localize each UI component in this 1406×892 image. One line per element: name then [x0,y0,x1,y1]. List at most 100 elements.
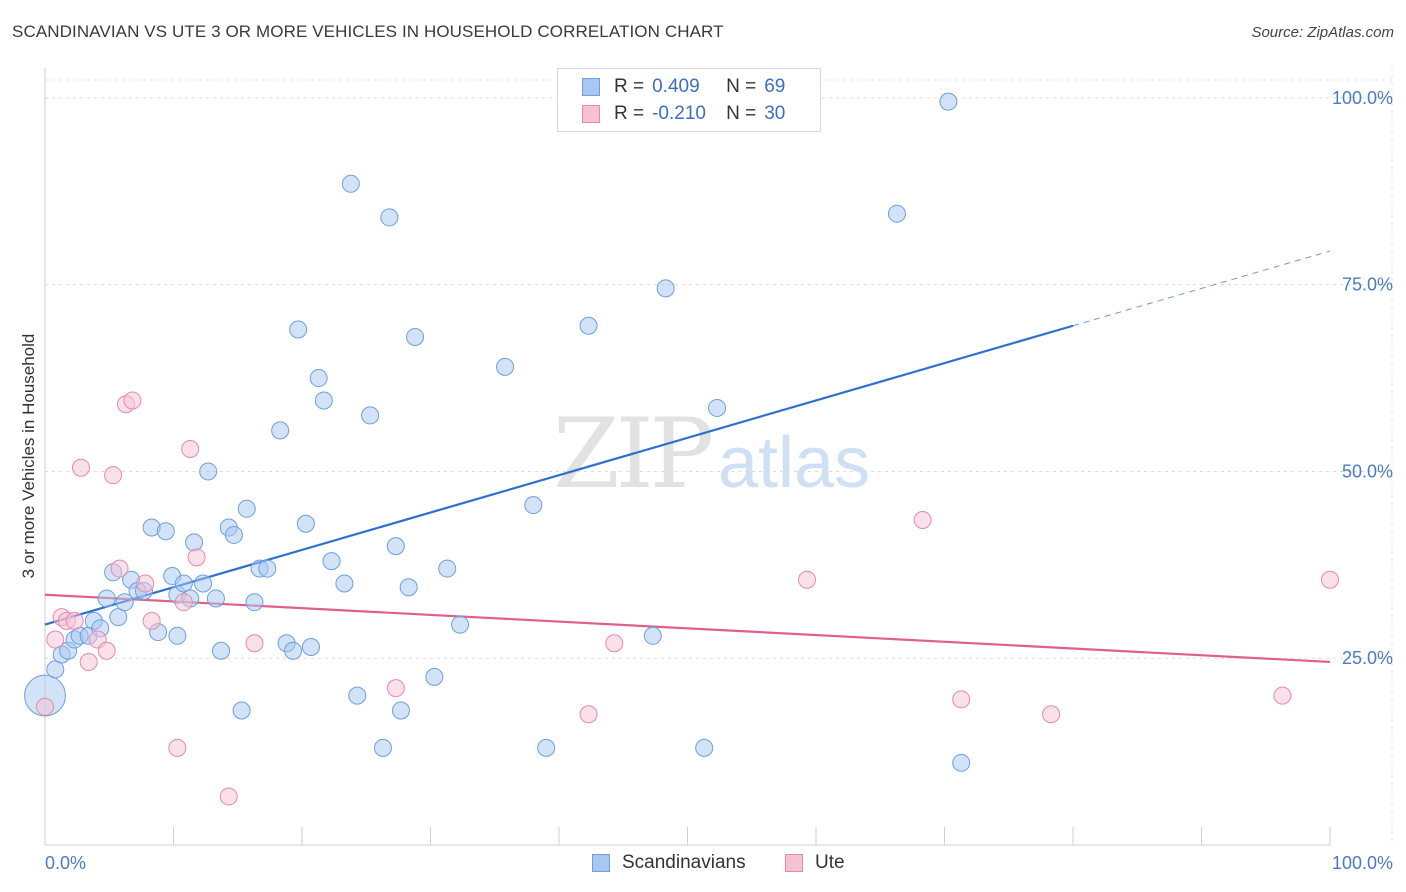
data-point [386,679,405,698]
watermark-atlas: atlas [718,423,871,503]
data-point [451,615,470,634]
legend-swatch-ute [582,105,600,123]
trend-line [44,324,1074,626]
legend-n-value: 69 [764,76,786,97]
data-point [798,570,817,589]
data-point [605,634,624,653]
legend-item-scandinavians: Scandinavians [592,852,746,874]
data-point [174,574,193,593]
data-point [496,357,515,376]
chart-title: SCANDINAVIAN VS UTE 3 OR MORE VEHICLES I… [12,22,724,41]
data-point [24,674,66,717]
data-point [335,574,354,593]
data-point [168,626,187,645]
data-point [952,690,971,709]
data-point [579,316,598,335]
legend-label-ute: Ute [815,852,845,873]
legend-row-scandinavians: R = 0.409 N = 69 [582,75,785,99]
data-point [695,738,714,757]
data-point [537,738,556,757]
data-point [708,398,727,417]
y-tick-label: 25.0% [1342,648,1393,668]
data-point [425,667,444,686]
data-point [46,630,65,649]
data-point [1273,686,1292,705]
y-axis-label: 3 or more Vehicles in Household [19,334,38,579]
data-point [79,652,98,671]
data-point [136,574,155,593]
data-point [386,537,405,556]
data-point [212,641,231,660]
data-point [1321,570,1339,589]
data-point [438,559,457,578]
data-point [289,320,308,339]
data-point [373,738,392,757]
data-point [46,660,65,679]
data-point [245,593,264,612]
series-ute [36,391,1339,806]
legend-r-value: 0.409 [652,76,700,97]
data-point [232,701,251,720]
data-point [301,638,320,657]
data-point [643,626,662,645]
data-point [348,686,367,705]
data-point [109,608,128,627]
axes [44,68,1331,846]
data-point [65,611,84,630]
legend-swatch-scandinavians [582,78,600,96]
x-tick-label: 100.0% [1332,853,1393,873]
data-point [952,753,971,772]
data-point [97,641,116,660]
legend-r-label: R = [614,103,645,124]
legend-row-ute: R = -0.210 N = 30 [582,102,785,126]
legend-n-value: 30 [764,103,786,124]
data-point [219,787,238,806]
data-point [887,204,906,223]
data-point [245,634,264,653]
data-point [656,279,675,298]
legend-label-scandinavians: Scandinavians [622,852,746,873]
trend-lines [44,250,1331,664]
data-point [1042,705,1061,724]
data-point [36,697,54,716]
data-point [361,406,380,425]
data-point [406,327,425,346]
data-point [579,705,598,724]
data-point [309,369,328,388]
data-point [391,701,410,720]
x-tick-label: 0.0% [45,853,86,873]
tick-labels: 25.0% 50.0% 75.0% 100.0% 0.0% 100.0% [45,88,1393,873]
source-label: Source: ZipAtlas.com [1251,24,1394,41]
data-point [271,421,290,440]
data-point [174,593,193,612]
gridlines [45,68,1393,845]
data-point [185,533,204,552]
series-scandinavians [24,88,971,772]
data-point [71,458,90,477]
data-point [524,496,543,515]
data-point [258,559,277,578]
legend-n-label: N = [726,76,757,97]
data-point [399,578,418,597]
data-point [110,559,129,578]
data-point [123,391,142,410]
legend-n-label: N = [726,103,757,124]
data-points [24,88,1339,806]
stats-legend: R = 0.409 N = 69 R = -0.210 N = 30 [557,68,821,132]
data-point [284,641,303,660]
data-point [181,440,200,459]
legend-r-label: R = [614,76,645,97]
legend-item-ute: Ute [785,852,845,874]
trend-line-extension [1072,250,1331,327]
data-point [168,738,187,757]
data-point [322,552,341,571]
data-point [341,174,360,193]
data-point [380,208,399,227]
data-point [142,611,161,630]
data-point [206,589,225,608]
data-point [913,511,932,530]
legend-swatch-ute [785,854,803,872]
y-tick-label: 50.0% [1342,461,1393,481]
data-point [104,466,123,485]
